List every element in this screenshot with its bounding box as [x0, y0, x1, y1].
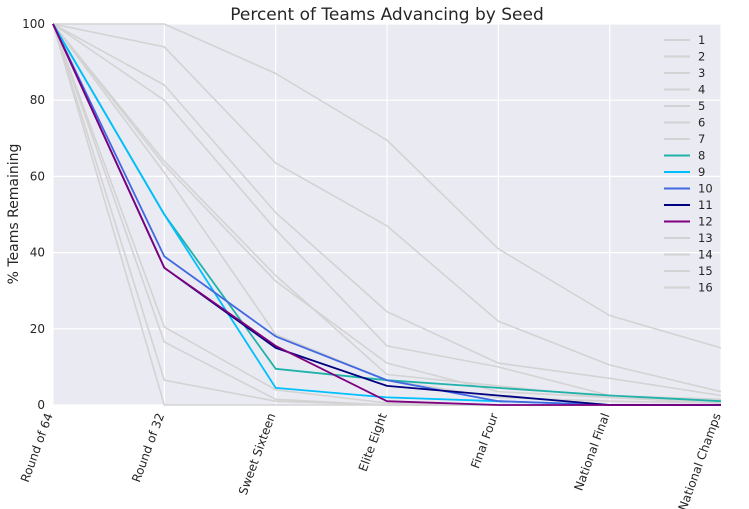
y-tick-label: 60 — [30, 169, 45, 183]
x-tick-label: National Champs — [676, 411, 724, 509]
series-line-seed-3 — [52, 23, 722, 397]
legend-label-seed-15: 15 — [698, 264, 713, 278]
legend-label-seed-6: 6 — [698, 116, 705, 130]
y-tick-label: 80 — [30, 93, 45, 107]
grid — [52, 23, 722, 406]
legend-label-seed-8: 8 — [698, 149, 705, 163]
x-tick-label: Final Four — [468, 411, 501, 470]
series-line-seed-12 — [52, 23, 721, 406]
series-lines — [52, 23, 722, 406]
legend-label-seed-5: 5 — [698, 99, 705, 113]
legend-label-seed-2: 2 — [698, 50, 705, 64]
y-axis-label: % Teams Remaining — [6, 144, 22, 285]
y-tick-label: 20 — [30, 322, 45, 336]
y-tick-label: 40 — [30, 246, 45, 260]
legend-label-seed-11: 11 — [698, 198, 713, 212]
legend-label-seed-16: 16 — [698, 281, 713, 295]
x-tick-label: Round of 64 — [18, 411, 56, 484]
series-line-seed-2 — [52, 23, 722, 393]
chart-title: Percent of Teams Advancing by Seed — [230, 5, 544, 25]
legend-label-seed-7: 7 — [698, 132, 705, 146]
y-tick-label: 100 — [22, 17, 45, 31]
legend-label-seed-10: 10 — [698, 182, 713, 196]
legend-label-seed-3: 3 — [698, 66, 705, 80]
x-tick-label: Elite Eight — [356, 411, 390, 473]
legend-label-seed-13: 13 — [698, 231, 713, 245]
x-tick-label: Round of 32 — [129, 411, 167, 484]
legend-label-seed-9: 9 — [698, 165, 705, 179]
y-tick-label: 0 — [37, 398, 45, 412]
x-tick-label: National Final — [571, 411, 612, 492]
legend-label-seed-4: 4 — [698, 83, 705, 97]
x-tick-label: Sweet Sixteen — [236, 411, 279, 496]
y-axis: 0 20 40 60 80 100 — [22, 17, 45, 412]
series-line-seed-6 — [52, 23, 722, 404]
x-axis: Round of 64 Round of 32 Sweet Sixteen Elite… — [18, 411, 724, 509]
legend-label-seed-1: 1 — [698, 33, 705, 47]
legend-label-seed-12: 12 — [698, 215, 713, 229]
legend-label-seed-14: 14 — [698, 248, 713, 262]
series-line-seed-1 — [53, 23, 722, 349]
